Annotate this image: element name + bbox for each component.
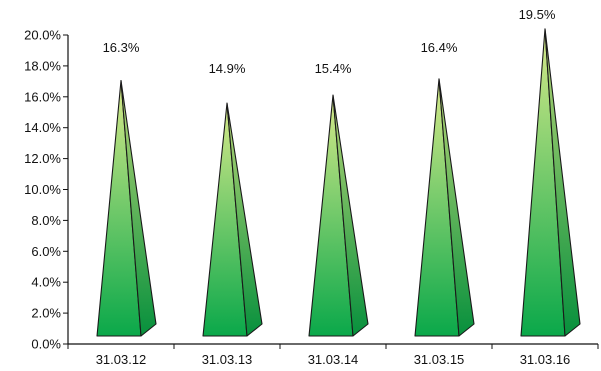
y-tick-label: 8.0% bbox=[31, 213, 61, 228]
y-tick-label: 14.0% bbox=[24, 120, 61, 135]
data-label: 16.4% bbox=[421, 40, 458, 55]
y-tick-label: 10.0% bbox=[24, 182, 61, 197]
pyramid-side-face bbox=[438, 78, 475, 337]
x-tick-label: 31.03.12 bbox=[96, 352, 147, 367]
pyramid-marks bbox=[96, 28, 581, 337]
y-tick-label: 20.0% bbox=[24, 28, 61, 43]
pyramid-side-face bbox=[332, 94, 369, 337]
axes: 0.0% 2.0% 4.0% 6.0% 8.0% 10.0% 12.0% 14.0% 16.0%… bbox=[24, 28, 599, 352]
x-tick-label: 31.03.16 bbox=[520, 352, 571, 367]
data-label: 19.5% bbox=[519, 7, 556, 22]
y-tick-label: 16.0% bbox=[24, 89, 61, 104]
y-tick-label: 18.0% bbox=[24, 58, 61, 73]
x-tick-label: 31.03.13 bbox=[202, 352, 253, 367]
y-tick-label: 12.0% bbox=[24, 151, 61, 166]
pyramid-side-face bbox=[544, 28, 581, 337]
data-label: 16.3% bbox=[103, 40, 140, 55]
x-tick-label: 31.03.14 bbox=[308, 352, 359, 367]
pyramid-bar bbox=[520, 28, 581, 337]
pyramid-bar bbox=[96, 80, 157, 337]
pyramid-bar bbox=[202, 102, 263, 337]
x-tick-label: 31.03.15 bbox=[414, 352, 465, 367]
data-label: 15.4% bbox=[315, 61, 352, 76]
y-tick-label: 0.0% bbox=[31, 337, 61, 352]
y-tick-label: 2.0% bbox=[31, 306, 61, 321]
y-tick-label: 6.0% bbox=[31, 244, 61, 259]
data-label: 14.9% bbox=[209, 61, 246, 76]
pyramid-bar bbox=[308, 94, 369, 337]
pyramid-bar bbox=[414, 78, 475, 337]
pyramid-side-face bbox=[120, 80, 157, 337]
y-tick-label: 4.0% bbox=[31, 275, 61, 290]
pyramid-side-face bbox=[226, 102, 263, 337]
labels: 31.03.12 31.03.13 31.03.14 31.03.15 31.03.16… bbox=[96, 7, 571, 367]
